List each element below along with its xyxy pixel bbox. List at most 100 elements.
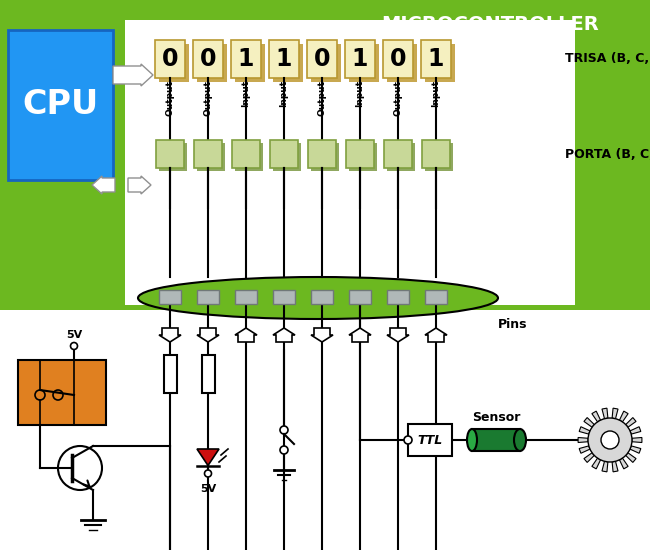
Bar bbox=[232, 140, 260, 168]
Text: TRISA (B, C, D, E): TRISA (B, C, D, E) bbox=[565, 52, 650, 65]
Bar bbox=[156, 140, 184, 168]
Bar bbox=[408, 424, 452, 456]
Bar bbox=[0, 310, 650, 550]
Text: 0: 0 bbox=[200, 47, 216, 71]
Text: Input: Input bbox=[242, 80, 250, 107]
Bar bbox=[202, 355, 214, 393]
Text: Input: Input bbox=[432, 80, 441, 107]
Text: Output: Output bbox=[203, 80, 213, 116]
Polygon shape bbox=[592, 458, 601, 469]
Bar bbox=[425, 290, 447, 304]
Bar bbox=[311, 44, 341, 82]
Bar bbox=[235, 290, 257, 304]
Bar bbox=[273, 143, 301, 171]
Circle shape bbox=[70, 343, 77, 349]
Bar bbox=[308, 140, 336, 168]
Bar bbox=[0, 0, 650, 310]
Bar bbox=[311, 290, 333, 304]
Bar bbox=[159, 44, 189, 82]
Text: Output: Output bbox=[317, 80, 326, 116]
Polygon shape bbox=[311, 328, 333, 342]
Text: Sensor: Sensor bbox=[472, 411, 520, 424]
Bar bbox=[231, 40, 261, 78]
Polygon shape bbox=[197, 328, 219, 342]
Bar bbox=[18, 360, 106, 425]
Polygon shape bbox=[630, 427, 641, 434]
Bar bbox=[349, 44, 379, 82]
Polygon shape bbox=[579, 446, 590, 453]
Bar bbox=[125, 20, 575, 305]
Circle shape bbox=[280, 446, 288, 454]
Polygon shape bbox=[592, 411, 601, 422]
Bar bbox=[311, 143, 339, 171]
Bar bbox=[422, 140, 450, 168]
Text: 0: 0 bbox=[314, 47, 330, 71]
Ellipse shape bbox=[514, 429, 526, 451]
Polygon shape bbox=[619, 458, 628, 469]
Bar bbox=[346, 140, 374, 168]
Circle shape bbox=[280, 426, 288, 434]
Polygon shape bbox=[612, 408, 618, 419]
Text: 1: 1 bbox=[428, 47, 444, 71]
Text: TTL: TTL bbox=[417, 433, 443, 447]
Bar bbox=[235, 143, 263, 171]
Ellipse shape bbox=[138, 277, 498, 319]
Text: Input: Input bbox=[280, 80, 289, 107]
Text: 0: 0 bbox=[390, 47, 406, 71]
Bar bbox=[159, 143, 187, 171]
Bar bbox=[472, 429, 520, 451]
Bar bbox=[164, 355, 177, 393]
Polygon shape bbox=[579, 427, 590, 434]
Text: CPU: CPU bbox=[22, 89, 99, 122]
Text: 1: 1 bbox=[238, 47, 254, 71]
Bar bbox=[194, 140, 222, 168]
Circle shape bbox=[58, 446, 102, 490]
Polygon shape bbox=[273, 328, 295, 342]
Bar bbox=[270, 140, 298, 168]
Bar bbox=[387, 44, 417, 82]
Circle shape bbox=[601, 431, 619, 449]
Text: MICROCONTROLLER: MICROCONTROLLER bbox=[381, 15, 599, 34]
Bar bbox=[197, 143, 225, 171]
Polygon shape bbox=[425, 328, 447, 342]
Polygon shape bbox=[197, 449, 219, 465]
Text: Pins: Pins bbox=[498, 318, 528, 331]
Circle shape bbox=[205, 470, 211, 477]
Bar bbox=[425, 143, 453, 171]
FancyArrow shape bbox=[113, 64, 153, 86]
Text: 0: 0 bbox=[162, 47, 178, 71]
FancyArrow shape bbox=[92, 176, 115, 194]
Polygon shape bbox=[584, 453, 594, 463]
Text: 5V: 5V bbox=[200, 483, 216, 493]
Text: 5V: 5V bbox=[66, 330, 82, 340]
Text: Output: Output bbox=[393, 80, 402, 116]
Bar bbox=[421, 40, 451, 78]
Text: PORTA (B, C, D, E): PORTA (B, C, D, E) bbox=[565, 147, 650, 161]
Ellipse shape bbox=[467, 429, 477, 451]
Bar bbox=[8, 30, 113, 180]
Bar bbox=[197, 290, 219, 304]
Bar bbox=[197, 44, 227, 82]
Bar bbox=[193, 40, 223, 78]
Circle shape bbox=[588, 418, 632, 462]
Polygon shape bbox=[349, 328, 371, 342]
Bar bbox=[269, 40, 299, 78]
Bar bbox=[307, 40, 337, 78]
Circle shape bbox=[404, 436, 412, 444]
Polygon shape bbox=[602, 461, 608, 472]
Polygon shape bbox=[159, 328, 181, 342]
Bar bbox=[383, 40, 413, 78]
Polygon shape bbox=[626, 417, 636, 427]
Polygon shape bbox=[630, 446, 641, 453]
Bar bbox=[387, 290, 409, 304]
Polygon shape bbox=[626, 453, 636, 463]
Polygon shape bbox=[235, 328, 257, 342]
Bar bbox=[345, 40, 375, 78]
FancyArrow shape bbox=[128, 176, 151, 194]
Bar bbox=[273, 44, 303, 82]
Text: Input: Input bbox=[356, 80, 365, 107]
Bar bbox=[387, 143, 415, 171]
Text: 1: 1 bbox=[352, 47, 368, 71]
Polygon shape bbox=[612, 461, 618, 472]
Polygon shape bbox=[387, 328, 409, 342]
